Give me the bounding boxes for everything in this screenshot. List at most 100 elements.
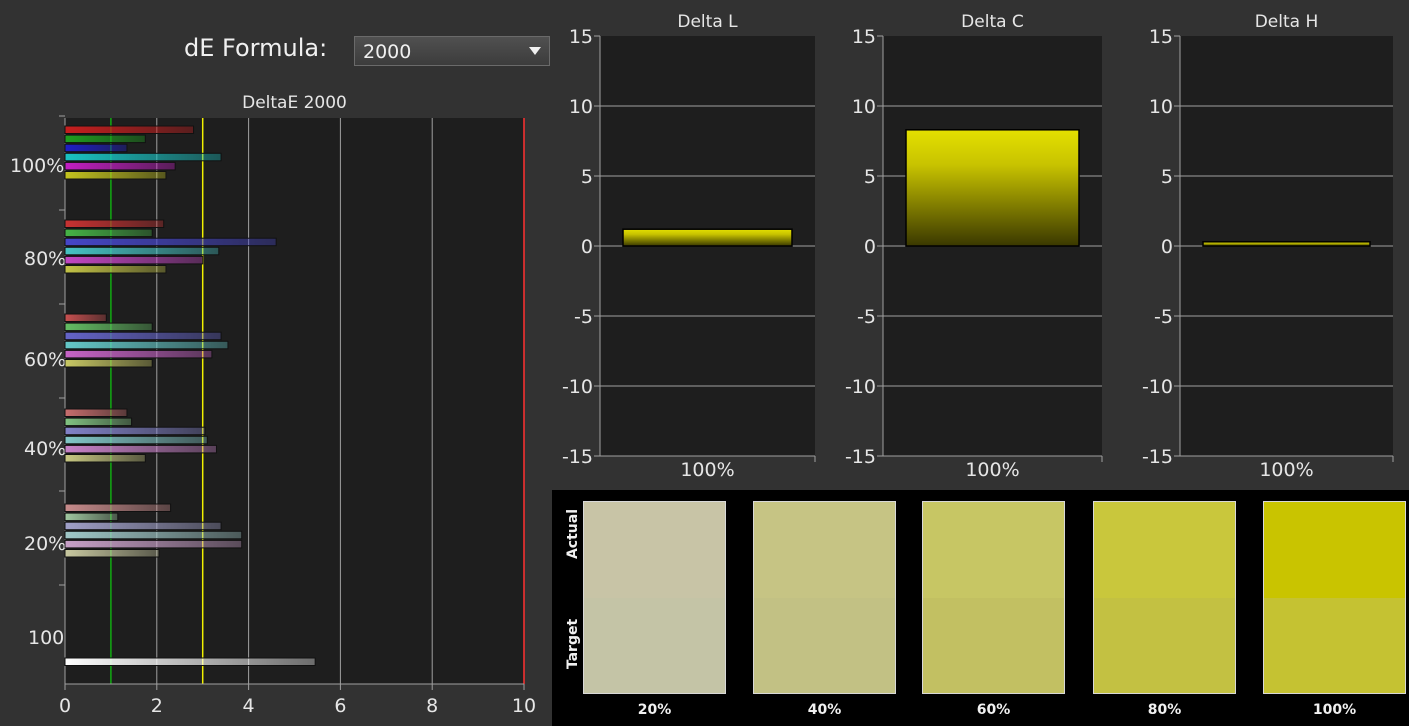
bar: [1202, 241, 1371, 247]
bar: [64, 228, 153, 238]
bar: [64, 152, 222, 162]
y-tick-label: -10: [845, 376, 876, 398]
bar: [64, 331, 222, 341]
y-tick-label: -5: [574, 306, 593, 328]
bar: [64, 359, 153, 368]
bar: [64, 246, 220, 256]
swatch-actual: [923, 502, 1064, 598]
swatch-label: 40%: [807, 702, 842, 718]
category-label: 100%: [965, 459, 1019, 481]
panel-title: Delta H: [1255, 12, 1319, 32]
bar: [64, 657, 316, 666]
bar: [64, 521, 222, 531]
group-label: 100: [28, 627, 64, 649]
category-label: 100%: [680, 459, 734, 481]
swatch-target: [754, 598, 895, 693]
swatch-target: [923, 598, 1064, 693]
y-tick-label: -15: [562, 446, 593, 468]
x-tick-label: 4: [243, 695, 255, 717]
chevron-down-icon: [529, 47, 541, 55]
bar: [64, 539, 243, 549]
bar: [64, 255, 204, 265]
bar: [64, 408, 128, 417]
bar: [64, 125, 195, 134]
group-label: 100%: [10, 155, 64, 177]
bar: [64, 530, 243, 540]
bar: [64, 322, 153, 332]
y-tick-label: 15: [852, 26, 876, 48]
formula-select[interactable]: 2000: [354, 36, 550, 66]
x-tick-label: 6: [334, 695, 346, 717]
deltae-chart: DeltaE 2000 0 2 4 6 8 10 100% 80% 60% 40% 20% 100: [10, 93, 536, 717]
y-tick-label: 5: [581, 166, 593, 188]
swatch-panel: Actual Target 20% 40% 60% 80% 100%: [552, 490, 1409, 726]
panel-title: Delta C: [961, 12, 1024, 32]
category-label: 100%: [1259, 459, 1313, 481]
delta-charts: Delta L 15 10 5 0 -5 -10 -15 100% Delta C 15 10 5 0 -5…: [562, 12, 1394, 481]
swatch-label: 60%: [976, 702, 1011, 718]
swatch-actual: [584, 502, 725, 598]
y-tick-label: 10: [569, 96, 593, 118]
y-tick-label: 10: [852, 96, 876, 118]
y-tick-label: -10: [1142, 376, 1173, 398]
bar: [64, 426, 206, 436]
y-tick-label: 15: [1149, 26, 1173, 48]
y-tick-label: 0: [864, 236, 876, 258]
bar: [64, 265, 167, 274]
bar: [64, 454, 146, 463]
bar: [64, 134, 146, 144]
x-tick-label: 8: [426, 695, 438, 717]
swatch-label: 20%: [637, 702, 672, 718]
bar: [64, 444, 217, 454]
bar: [64, 512, 119, 522]
color-swatch: [1263, 501, 1406, 694]
bar: [64, 313, 107, 322]
bar: [64, 435, 208, 445]
bar: [905, 129, 1080, 247]
color-swatch: [922, 501, 1065, 694]
bar: [64, 171, 167, 180]
actual-label: Actual: [565, 508, 582, 560]
group-label: 60%: [24, 349, 66, 371]
plot-area: [65, 118, 524, 684]
swatch-label: 80%: [1147, 702, 1182, 718]
formula-label: dE Formula:: [184, 34, 328, 62]
y-tick-label: -15: [845, 446, 876, 468]
x-tick-label: 10: [512, 695, 536, 717]
swatch-label: 100%: [1312, 702, 1357, 718]
swatch-actual: [1094, 502, 1235, 598]
swatch-actual: [754, 502, 895, 598]
y-tick-label: 10: [1149, 96, 1173, 118]
formula-select-value: 2000: [363, 41, 412, 63]
swatch-target: [1264, 598, 1405, 693]
color-swatch: [1093, 501, 1236, 694]
bar: [64, 219, 165, 228]
swatch-actual: [1264, 502, 1405, 598]
bar: [64, 503, 172, 512]
group-label: 40%: [24, 438, 66, 460]
target-label: Target: [565, 618, 582, 670]
y-tick-label: 0: [1161, 236, 1173, 258]
y-tick-label: -10: [562, 376, 593, 398]
bar: [64, 549, 160, 558]
bar: [64, 349, 213, 359]
swatch-target: [584, 598, 725, 693]
y-tick-label: -5: [1154, 306, 1173, 328]
swatch-target: [1094, 598, 1235, 693]
bar: [64, 340, 229, 350]
group-label: 80%: [24, 248, 66, 270]
y-tick-label: 5: [1161, 166, 1173, 188]
x-tick-label: 0: [59, 695, 71, 717]
y-tick-label: 0: [581, 236, 593, 258]
bar: [64, 237, 277, 247]
panel-title: Delta L: [677, 12, 738, 32]
bar: [64, 161, 176, 171]
y-tick-label: -5: [857, 306, 876, 328]
x-tick-label: 2: [151, 695, 163, 717]
y-tick-label: -15: [1142, 446, 1173, 468]
bar: [64, 143, 128, 153]
group-label: 20%: [24, 533, 66, 555]
chart-title: DeltaE 2000: [242, 93, 347, 113]
color-swatch: [753, 501, 896, 694]
y-tick-label: 5: [864, 166, 876, 188]
